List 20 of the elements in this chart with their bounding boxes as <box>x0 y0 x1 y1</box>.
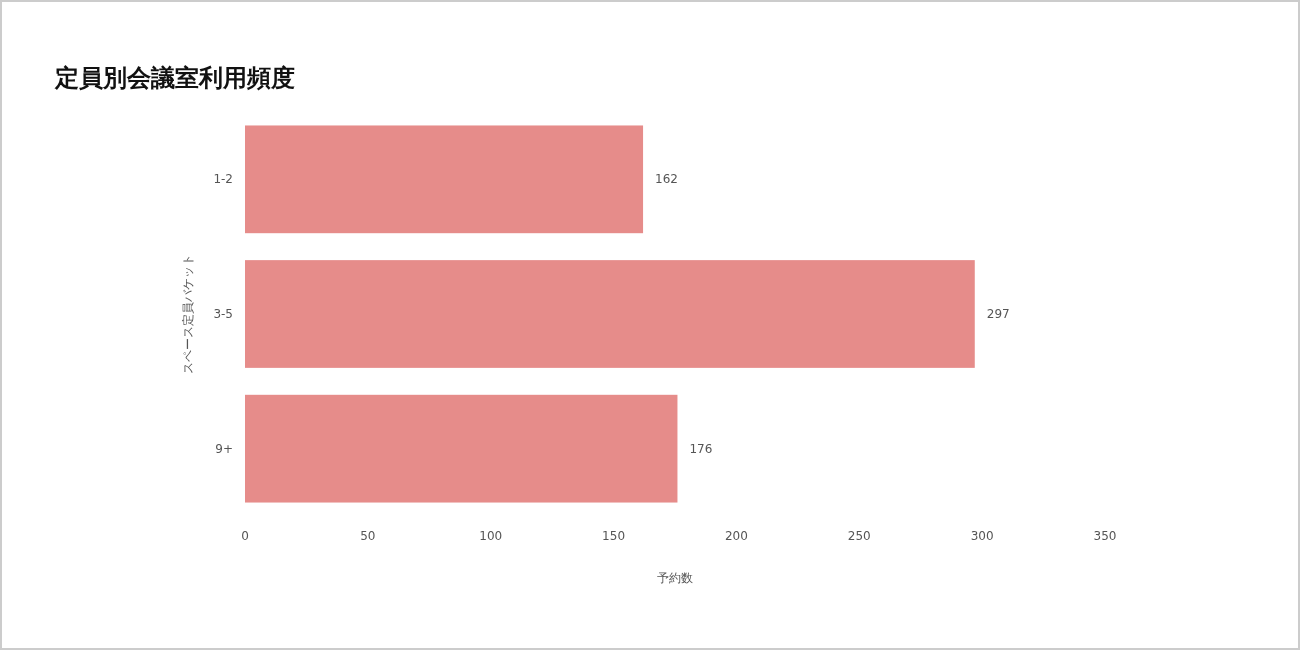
y-tick-label: 9+ <box>215 441 233 456</box>
x-tick-label: 350 <box>1093 529 1117 543</box>
data-label: 176 <box>689 441 713 456</box>
x-tick-label: 0 <box>241 529 249 543</box>
bar <box>245 260 975 368</box>
x-tick-label: 150 <box>602 529 626 543</box>
y-tick-label: 3-5 <box>213 307 233 321</box>
x-tick-label: 300 <box>970 529 994 543</box>
data-label: 297 <box>986 307 1010 321</box>
x-tick-label: 200 <box>724 529 748 543</box>
x-tick-label: 50 <box>360 529 376 543</box>
y-tick-label: 1-2 <box>213 172 233 187</box>
data-label: 162 <box>655 172 678 187</box>
chart-title: 定員別会議室利用頻度 <box>54 64 295 92</box>
x-tick-label: 100 <box>479 529 503 543</box>
bar <box>245 125 644 234</box>
bar <box>245 394 678 503</box>
x-tick-label: 250 <box>847 529 871 543</box>
x-axis-title: 予約数 <box>657 571 693 585</box>
y-axis-title: スペース定員バケット <box>181 254 195 374</box>
